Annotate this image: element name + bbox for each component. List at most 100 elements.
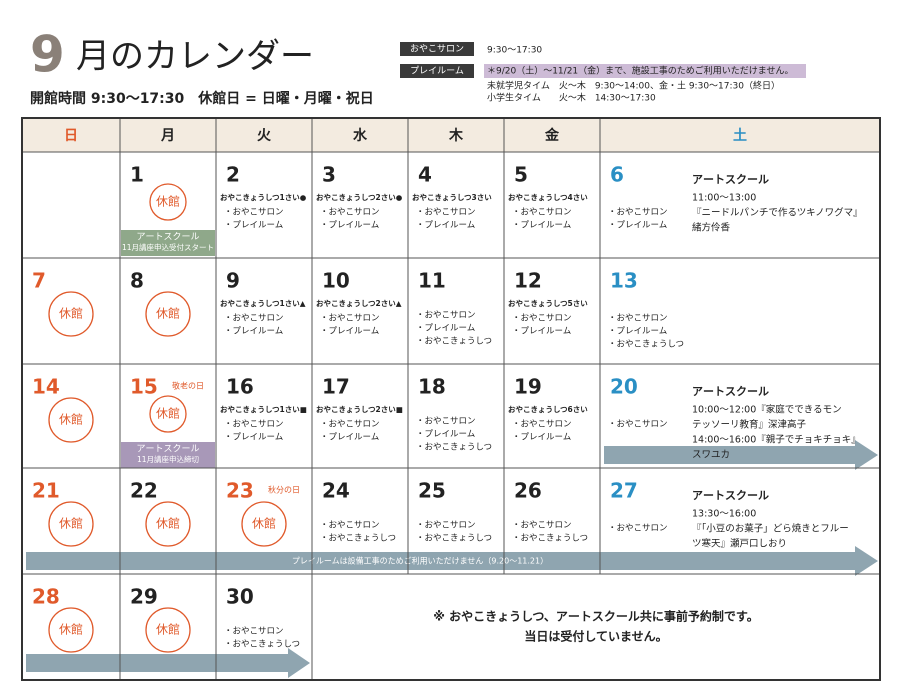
item: ・プレイルーム bbox=[512, 433, 571, 443]
row-banner-text: プレイルームは設備工事のためご利用いただけません（9.20〜11.21） bbox=[292, 556, 548, 566]
title: 月のカレンダー bbox=[76, 37, 314, 77]
item: ・おやこサロン bbox=[512, 314, 572, 324]
badge-label: プレイルーム bbox=[410, 66, 464, 77]
item: ・おやこサロン bbox=[512, 208, 572, 218]
date: 26 bbox=[514, 479, 542, 503]
badge bbox=[400, 42, 474, 56]
arrow bbox=[26, 546, 878, 576]
closed-circle bbox=[149, 183, 187, 221]
date: 19 bbox=[514, 375, 542, 399]
date: 11 bbox=[418, 269, 446, 293]
item: ・おやこきょうしつ bbox=[320, 534, 396, 544]
weekday: 火 bbox=[257, 128, 272, 144]
weekday: 木 bbox=[448, 127, 464, 144]
item: ・おやこサロン bbox=[416, 208, 476, 218]
arrow bbox=[604, 440, 878, 470]
event-line: 『「小豆のお菓子」どら焼きとフルー bbox=[692, 523, 849, 535]
date: 20 bbox=[610, 375, 638, 399]
cell-banner-text: アートスクール bbox=[136, 444, 199, 455]
date: 3 bbox=[322, 163, 336, 187]
item: ・プレイルーム bbox=[224, 221, 283, 231]
class-title: おやこきょうしつ2さい▲ bbox=[316, 298, 402, 308]
closed-circle bbox=[241, 501, 287, 547]
item: ・プレイルーム bbox=[416, 430, 475, 440]
class-title: おやこきょうしつ5さい bbox=[508, 298, 588, 308]
date: 6 bbox=[610, 163, 624, 187]
holiday-name: 敬老の日 bbox=[172, 381, 204, 391]
item: ・おやこサロン bbox=[608, 420, 668, 430]
item: ・プレイルーム bbox=[224, 327, 283, 337]
item: ・プレイルーム bbox=[608, 327, 667, 337]
event-line: 緒方伶香 bbox=[692, 222, 731, 234]
event-line: テッソーリ教育』深津高子 bbox=[692, 419, 807, 431]
item: ・おやこきょうしつ bbox=[416, 443, 492, 453]
event-line: 11:00〜13:00 bbox=[692, 193, 756, 204]
date: 13 bbox=[610, 269, 638, 293]
item: ・おやこサロン bbox=[608, 314, 668, 324]
item: ・プレイルーム bbox=[320, 433, 379, 443]
closed-label: 休館 bbox=[59, 622, 83, 637]
cell-banner-text: 11月講座申込受付スタート bbox=[122, 242, 214, 252]
date: 9 bbox=[226, 269, 240, 293]
item: ・おやこきょうしつ bbox=[416, 337, 492, 347]
item: ・おやこきょうしつ bbox=[416, 534, 492, 544]
cell-banner-text: アートスクール bbox=[136, 232, 199, 243]
holiday-name: 秋分の日 bbox=[268, 485, 300, 495]
item: ・おやこサロン bbox=[224, 208, 284, 218]
date: 1 bbox=[130, 163, 144, 187]
closed-label: 休館 bbox=[252, 516, 276, 531]
legend-text: 未就学児タイム 火〜木 9:30〜14:00、金・土 9:30〜17:30（終日… bbox=[487, 80, 780, 92]
item: ・プレイルーム bbox=[320, 327, 379, 337]
closed-circle bbox=[48, 291, 94, 337]
item: ・おやこサロン bbox=[320, 314, 380, 324]
closed-label: 休館 bbox=[156, 622, 180, 637]
class-title: おやこきょうしつ1さい▲ bbox=[220, 298, 306, 308]
item: ・おやこサロン bbox=[224, 420, 284, 430]
date: 8 bbox=[130, 269, 144, 293]
event-line: スワユカ bbox=[692, 450, 730, 461]
item: ・おやこサロン bbox=[416, 521, 476, 531]
item: ・おやこサロン bbox=[416, 417, 476, 427]
class-title: おやこきょうしつ2さい■ bbox=[316, 404, 403, 414]
date: 7 bbox=[32, 269, 46, 293]
notice: ※ おやこきょうしつ、アートスクール共に事前予約制です。 bbox=[433, 609, 758, 624]
item: ・プレイルーム bbox=[608, 221, 667, 231]
cell-banner bbox=[121, 442, 215, 468]
closed-circle bbox=[48, 501, 94, 547]
closed-circle bbox=[48, 607, 94, 653]
date: 17 bbox=[322, 375, 350, 399]
weekday: 月 bbox=[160, 128, 175, 144]
item: ・おやこサロン bbox=[608, 524, 668, 534]
item: ・おやこサロン bbox=[512, 420, 572, 430]
item: ・プレイルーム bbox=[224, 433, 283, 443]
item: ・プレイルーム bbox=[416, 324, 475, 334]
date: 22 bbox=[130, 479, 158, 503]
item: ・おやこサロン bbox=[416, 311, 476, 321]
date: 15 bbox=[130, 375, 158, 399]
closed-label: 休館 bbox=[156, 406, 180, 421]
item: ・おやこサロン bbox=[224, 314, 284, 324]
date: 23 bbox=[226, 479, 254, 503]
class-title: おやこきょうしつ1さい■ bbox=[220, 404, 307, 414]
event-title: アートスクール bbox=[692, 173, 769, 186]
date: 25 bbox=[418, 479, 446, 503]
item: ・プレイルーム bbox=[416, 221, 475, 231]
item: ・おやこきょうしつ bbox=[608, 340, 684, 350]
class-title: おやこきょうしつ2さい● bbox=[316, 192, 403, 202]
closed-circle bbox=[48, 397, 94, 443]
item: ・プレイルーム bbox=[512, 327, 571, 337]
event-line: ツ寒天』瀬戸口しおり bbox=[692, 538, 787, 550]
date: 16 bbox=[226, 375, 254, 399]
arrows bbox=[26, 440, 878, 678]
event-title: アートスクール bbox=[692, 489, 769, 502]
event-line: 13:30〜16:00 bbox=[692, 509, 756, 520]
closed-label: 休館 bbox=[156, 306, 180, 321]
item: ・おやこサロン bbox=[320, 521, 380, 531]
badge bbox=[400, 64, 474, 78]
item: ・おやこサロン bbox=[320, 420, 380, 430]
date: 24 bbox=[322, 479, 350, 503]
arrow bbox=[26, 648, 310, 678]
date: 18 bbox=[418, 375, 446, 399]
date: 30 bbox=[226, 585, 254, 609]
